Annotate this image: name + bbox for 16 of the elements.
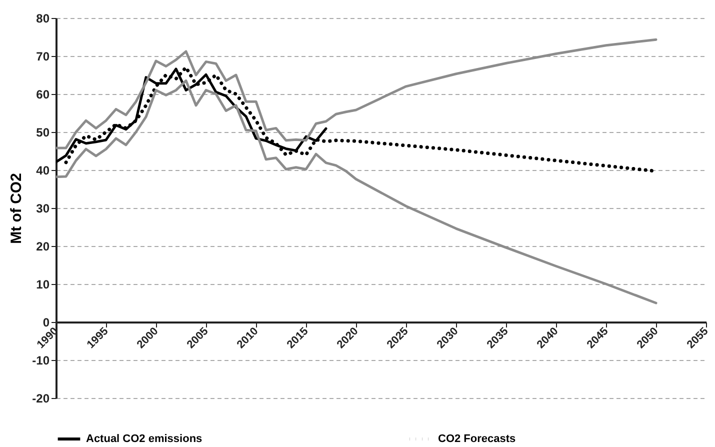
y-tick-label: 40	[36, 164, 50, 178]
y-tick-label: 50	[36, 126, 50, 140]
y-tick-label: 80	[36, 12, 50, 26]
line-series	[56, 38, 658, 150]
y-tick-label: 20	[36, 240, 50, 254]
y-tick-label: 70	[36, 50, 50, 64]
y-tick-label: 0	[42, 316, 50, 330]
legend-label: Actual CO2 emissions	[86, 433, 202, 445]
y-tick-label: 10	[36, 278, 50, 292]
y-tick-label: -10	[32, 354, 50, 368]
line-series	[56, 79, 658, 304]
y-tick-label: -20	[32, 392, 50, 406]
y-tick-label: 30	[36, 202, 50, 216]
y-axis-title: Mt of CO2	[8, 173, 26, 244]
legend-label: CO2 Forecasts	[438, 433, 516, 445]
y-tick-label: 60	[36, 88, 50, 102]
